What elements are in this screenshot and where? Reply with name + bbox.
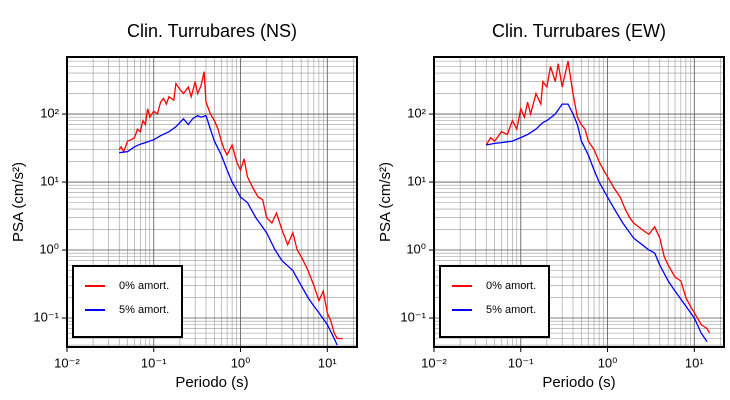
legend-box — [439, 265, 550, 338]
panel: 10⁻² 10⁻¹ 10⁰ 10¹ 10⁻¹ 10⁰ 10¹ 10² Clin. Turruba… — [377, 21, 725, 391]
x-tick-label: 10⁰ — [231, 355, 251, 370]
panel: 10⁻² 10⁻¹ 10⁰ 10¹ 10⁻¹ 10⁰ 10¹ 10² Clin. Turruba… — [10, 21, 358, 391]
legend-label: 0% amort. — [486, 280, 536, 292]
legend: 0% amort. 5% amort. — [72, 265, 183, 338]
x-axis-label: Periodo (s) — [542, 374, 615, 391]
x-tick-label: 10⁻² — [54, 355, 80, 370]
y-axis-label: PSA (cm/s²) — [377, 162, 394, 242]
y-tick-label: 10² — [40, 105, 59, 120]
plot-lines — [485, 60, 711, 342]
series-line — [485, 60, 711, 334]
series-line — [119, 114, 338, 346]
y-tick-label: 10⁻¹ — [33, 309, 59, 324]
plot-lines — [118, 71, 343, 346]
x-tick-label: 10¹ — [685, 355, 704, 370]
legend-label: 5% amort. — [119, 304, 169, 316]
series-line — [118, 71, 343, 340]
x-tick-label: 10⁰ — [598, 355, 618, 370]
plot-frame — [433, 56, 725, 348]
y-tick-label: 10¹ — [407, 173, 426, 188]
legend-label: 0% amort. — [119, 280, 169, 292]
plot-frame — [66, 56, 358, 348]
y-tick-label: 10⁰ — [406, 241, 426, 256]
y-tick-label: 10² — [407, 105, 426, 120]
y-tick-label: 10⁻¹ — [400, 309, 426, 324]
x-axis-label: Periodo (s) — [175, 374, 248, 391]
x-tick-label: 10⁻¹ — [141, 355, 167, 370]
y-tick-label: 10¹ — [40, 173, 59, 188]
legend-label: 5% amort. — [486, 304, 536, 316]
chart-title: Clin. Turrubares (NS) — [127, 21, 297, 41]
y-tick-label: 10⁰ — [39, 241, 59, 256]
y-axis-label: PSA (cm/s²) — [10, 162, 27, 242]
series-line — [486, 103, 708, 342]
x-tick-label: 10⁻¹ — [508, 355, 534, 370]
chart-title: Clin. Turrubares (EW) — [492, 21, 666, 41]
x-tick-label: 10⁻² — [421, 355, 447, 370]
legend: 0% amort. 5% amort. — [439, 265, 550, 338]
legend-box — [72, 265, 183, 338]
x-tick-label: 10¹ — [318, 355, 337, 370]
